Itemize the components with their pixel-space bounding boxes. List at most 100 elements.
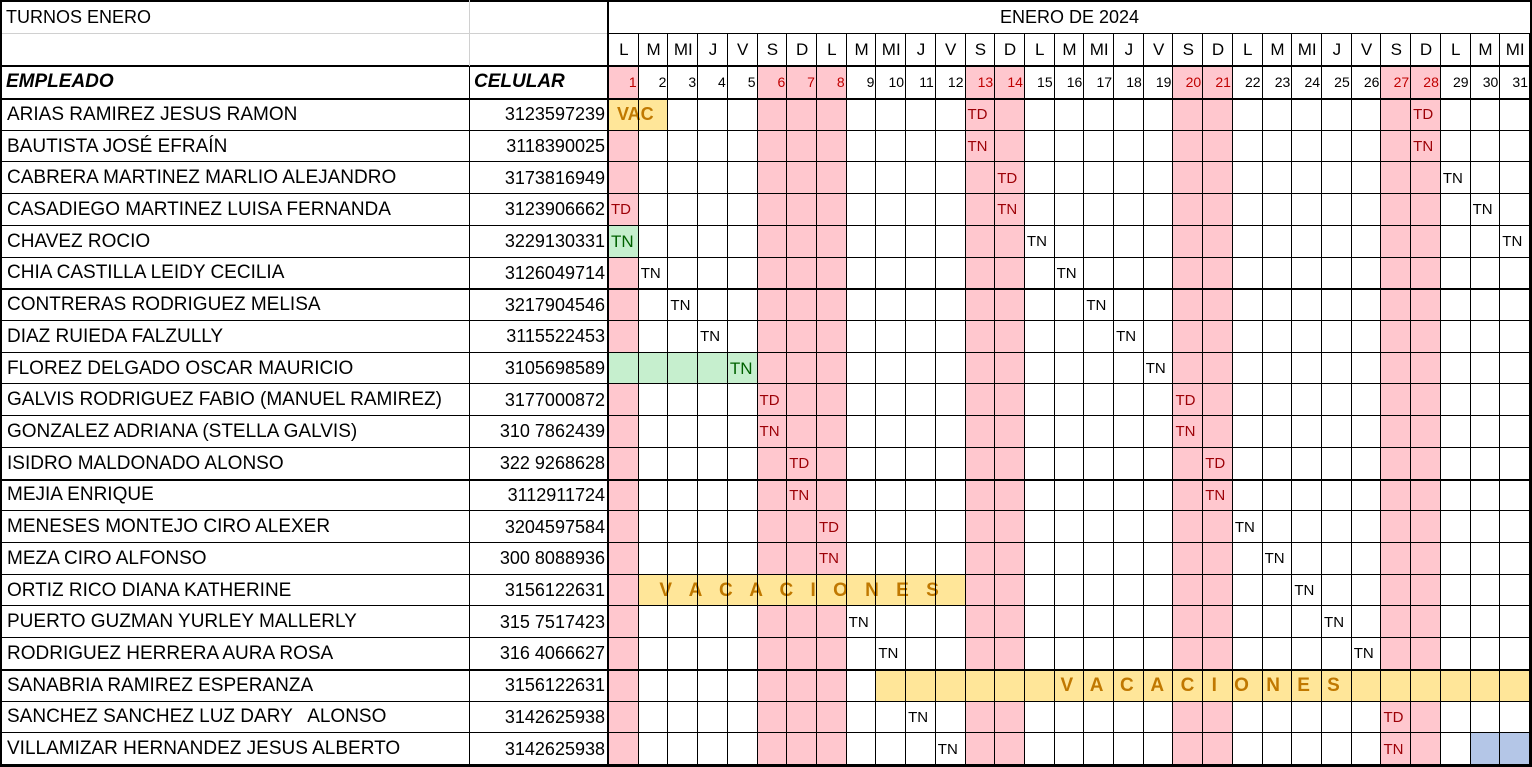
employee-name[interactable]: MENESES MONTEJO CIRO ALEXER: [7, 516, 331, 538]
employee-name[interactable]: DIAZ RUIEDA FALZULLY: [7, 325, 224, 347]
employee-name[interactable]: ARIAS RAMIREZ JESUS RAMON: [7, 103, 298, 125]
employee-phone[interactable]: 3118390025: [506, 136, 605, 157]
shift-cell[interactable]: TN: [700, 328, 721, 346]
grid-line: [965, 34, 966, 767]
employee-name[interactable]: PUERTO GUZMAN YURLEY MALLERLY: [7, 611, 357, 633]
shift-cell[interactable]: TD: [1203, 447, 1233, 480]
shift-cell[interactable]: TN: [1264, 550, 1285, 568]
shift-cell[interactable]: TN: [965, 130, 996, 163]
employee-phone[interactable]: 3142625938: [504, 706, 605, 727]
shift-cell[interactable]: TN: [1145, 360, 1166, 378]
employee-name[interactable]: SANABRIA RAMIREZ ESPERANZA: [7, 674, 314, 696]
shift-cell[interactable]: TN: [787, 479, 817, 512]
shift-cell[interactable]: TD: [995, 162, 1025, 195]
shift-cell[interactable]: TN: [1086, 296, 1107, 314]
shift-cell[interactable]: TN: [1026, 233, 1047, 251]
employee-phone[interactable]: 316 4066627: [499, 643, 605, 664]
employee-name[interactable]: ISIDRO MALDONADO ALONSO: [7, 452, 284, 474]
highlight-cell[interactable]: [609, 352, 728, 385]
phone-header: CELULAR: [474, 71, 565, 92]
shift-cell[interactable]: TN: [816, 543, 847, 575]
grid-line: [697, 34, 698, 767]
shift-cell[interactable]: TN: [1442, 169, 1463, 187]
employee-name[interactable]: GONZALEZ ADRIANA (STELLA GALVIS): [7, 420, 358, 442]
shift-cell[interactable]: TD: [609, 194, 639, 226]
shift-cell[interactable]: TD: [965, 99, 996, 131]
shift-cell[interactable]: TN: [1294, 582, 1315, 600]
employee-name[interactable]: MEZA CIRO ALFONSO: [7, 547, 207, 569]
employee-phone[interactable]: 3105698589: [504, 358, 605, 379]
shift-cell[interactable]: TN: [640, 264, 661, 282]
employee-phone[interactable]: 300 8088936: [499, 548, 605, 569]
day-number: 29: [1452, 74, 1469, 90]
shift-cell[interactable]: TD: [757, 384, 788, 417]
employee-phone[interactable]: 3177000872: [504, 389, 605, 410]
shift-cell[interactable]: TD: [1381, 701, 1412, 734]
employee-phone[interactable]: 3112911724: [507, 484, 605, 505]
shift-cell[interactable]: TD: [1173, 384, 1204, 417]
employee-phone[interactable]: 3126049714: [504, 262, 605, 283]
shift-cell[interactable]: TN: [995, 194, 1025, 226]
employee-phone[interactable]: 3123597239: [504, 104, 605, 125]
employee-name[interactable]: BAUTISTA JOSÉ EFRAÍN: [7, 135, 228, 157]
shift-cell[interactable]: TN: [670, 296, 691, 314]
employee-phone[interactable]: 3156122631: [504, 675, 605, 696]
shift-cell[interactable]: TN: [727, 352, 758, 385]
grid-line: [667, 34, 668, 767]
day-number: 23: [1274, 74, 1291, 90]
vacation-band[interactable]: V A C A C I O N E S: [876, 669, 1530, 702]
shift-cell[interactable]: TN: [1203, 479, 1233, 512]
shift-cell[interactable]: TN: [1116, 328, 1137, 346]
employee-phone[interactable]: 3217904546: [504, 294, 605, 315]
shift-cell[interactable]: TD: [816, 511, 847, 543]
employee-name[interactable]: SANCHEZ SANCHEZ LUZ DARY ALONSO: [7, 706, 387, 728]
shift-cell[interactable]: TD: [787, 447, 817, 480]
employee-phone[interactable]: 3229130331: [504, 231, 605, 252]
employee-name[interactable]: CHAVEZ ROCIO: [7, 230, 151, 252]
employee-name[interactable]: CASADIEGO MARTINEZ LUISA FERNANDA: [7, 198, 391, 220]
employee-phone[interactable]: 3142625938: [504, 738, 605, 759]
day-number: 1: [628, 74, 637, 90]
employee-name[interactable]: FLOREZ DELGADO OSCAR MAURICIO: [7, 357, 354, 379]
employee-phone[interactable]: 3123906662: [504, 199, 605, 220]
weekday-label: D: [1003, 39, 1017, 59]
shift-cell[interactable]: TN: [1173, 416, 1204, 448]
day-number: 19: [1155, 74, 1172, 90]
grid-line: [1232, 34, 1233, 767]
employee-name[interactable]: CONTRERAS RODRIGUEZ MELISA: [7, 294, 321, 316]
shift-cell[interactable]: TN: [1502, 233, 1523, 251]
employee-name[interactable]: GALVIS RODRIGUEZ FABIO (MANUEL RAMIREZ): [7, 389, 442, 411]
grid-line: [1262, 34, 1263, 767]
shift-cell[interactable]: TN: [848, 613, 869, 631]
employee-phone[interactable]: 322 9268628: [499, 453, 605, 474]
employee-phone[interactable]: 3204597584: [504, 516, 605, 537]
grid-line: [1202, 34, 1203, 767]
employee-name[interactable]: CABRERA MARTINEZ MARLIO ALEJANDRO: [7, 167, 397, 189]
shift-cell[interactable]: TN: [937, 740, 958, 758]
shift-cell[interactable]: TN: [609, 225, 639, 258]
shift-cell[interactable]: TN: [1472, 201, 1493, 219]
shift-cell[interactable]: TN: [1381, 733, 1412, 765]
shift-cell[interactable]: TN: [1353, 645, 1374, 663]
highlight-cell[interactable]: [1470, 733, 1530, 765]
shift-cell[interactable]: TN: [1234, 518, 1255, 536]
employee-name[interactable]: CHIA CASTILLA LEIDY CECILIA: [7, 262, 285, 284]
shift-cell[interactable]: TN: [757, 416, 788, 448]
employee-phone[interactable]: 3156122631: [504, 580, 605, 601]
shift-cell[interactable]: TN: [878, 645, 899, 663]
employee-name[interactable]: VILLAMIZAR HERNANDEZ JESUS ALBERTO: [7, 738, 401, 760]
vacation-band[interactable]: V A C A C I O N E S: [638, 574, 966, 607]
shift-cell[interactable]: TN: [908, 708, 929, 726]
employee-name[interactable]: ORTIZ RICO DIANA KATHERINE: [7, 579, 292, 601]
employee-phone[interactable]: 315 7517423: [499, 611, 605, 632]
shift-cell[interactable]: TN: [1411, 130, 1441, 163]
employee-name[interactable]: MEJIA ENRIQUE: [7, 484, 154, 506]
day-number: 11: [919, 74, 934, 90]
shift-cell[interactable]: TD: [1411, 99, 1441, 131]
employee-phone[interactable]: 310 7862439: [499, 421, 605, 442]
employee-name[interactable]: RODRIGUEZ HERRERA AURA ROSA: [7, 642, 334, 664]
shift-cell[interactable]: TN: [1324, 613, 1345, 631]
employee-phone[interactable]: 3115522453: [506, 326, 605, 347]
shift-cell[interactable]: TN: [1056, 264, 1077, 282]
employee-phone[interactable]: 3173816949: [504, 167, 605, 188]
